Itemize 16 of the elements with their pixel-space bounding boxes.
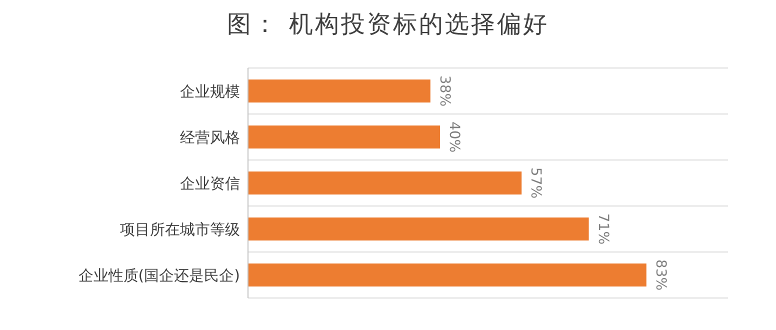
- bar: [248, 264, 646, 286]
- bar: [248, 218, 589, 240]
- bar: [248, 80, 430, 102]
- y-tick-label: 企业资信: [180, 174, 240, 192]
- y-tick-label: 企业规模: [180, 82, 240, 100]
- chart-title: 图： 机构投资标的选择偏好: [226, 9, 550, 40]
- y-tick-label: 企业性质(国企还是民企): [78, 266, 240, 284]
- data-label: 83%: [652, 259, 668, 291]
- data-label: 57%: [528, 167, 544, 199]
- data-label: 38%: [436, 75, 452, 107]
- data-label: 71%: [594, 213, 611, 245]
- data-label: 40%: [446, 121, 462, 153]
- y-tick-label: 经营风格: [180, 128, 240, 146]
- bar: [248, 126, 440, 148]
- bar: [248, 172, 522, 194]
- y-tick-label: 项目所在城市等级: [120, 220, 240, 238]
